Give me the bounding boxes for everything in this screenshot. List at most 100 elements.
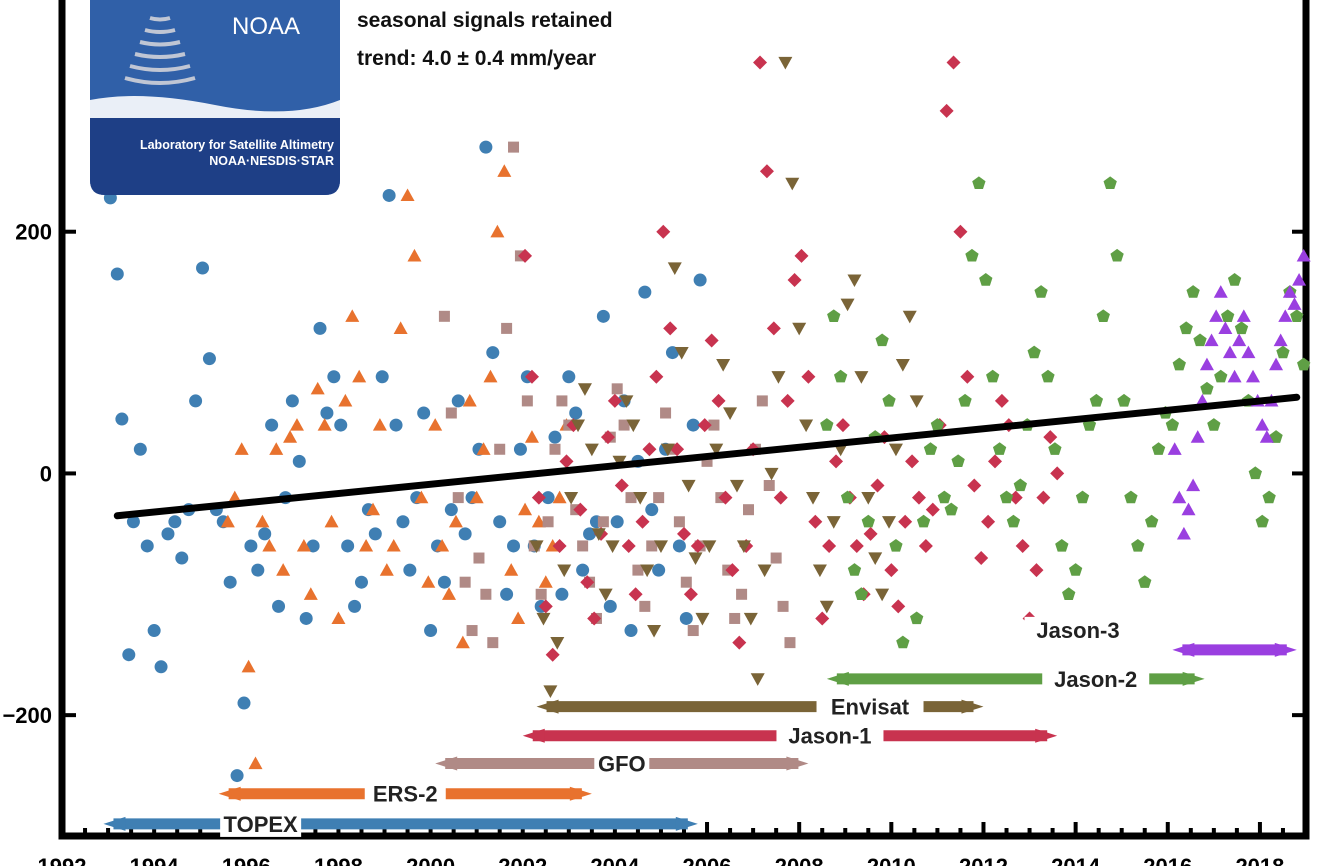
point-gfo: [445, 407, 457, 419]
point-gfo: [646, 540, 658, 552]
point-jason-1: [518, 248, 533, 263]
point-envisat: [764, 467, 779, 481]
point-jason-1: [725, 563, 740, 578]
point-jason-1: [911, 490, 926, 505]
point-topex: [327, 370, 341, 384]
point-jason-2: [1165, 418, 1180, 431]
point-jason-2: [1062, 587, 1076, 600]
point-gfo: [494, 443, 506, 455]
mission-arrow-left: [1172, 642, 1195, 657]
point-jason-3: [1227, 369, 1242, 383]
point-envisat: [902, 310, 917, 324]
point-jason-2: [1103, 176, 1117, 190]
point-jason-2: [992, 442, 1007, 455]
point-envisat: [771, 371, 786, 384]
point-ers-2: [538, 575, 553, 588]
mission-gfo: GFO: [435, 750, 809, 777]
point-topex: [237, 696, 251, 710]
point-topex: [451, 394, 465, 408]
point-envisat: [729, 479, 744, 493]
point-jason-2: [1089, 393, 1104, 407]
point-topex: [458, 527, 472, 541]
data-points: [103, 55, 1311, 783]
point-jason-3: [1218, 321, 1233, 334]
point-jason-1: [732, 635, 747, 650]
point-topex: [665, 346, 679, 360]
point-jason-1: [587, 611, 602, 626]
point-gfo: [501, 322, 513, 334]
point-jason-2: [1006, 514, 1021, 528]
point-ers-2: [262, 538, 277, 552]
point-ers-2: [414, 490, 429, 504]
point-jason-1: [1008, 490, 1023, 505]
point-envisat: [716, 359, 731, 372]
point-jason-2: [930, 418, 945, 431]
point-jason-2: [1297, 357, 1311, 371]
y-tick-label: 0: [40, 461, 52, 486]
point-jason-3: [1190, 430, 1205, 443]
mission-label-bg: [1024, 616, 1132, 643]
point-jason-1: [759, 164, 774, 179]
point-topex: [161, 527, 175, 541]
y-tick-label: 400: [15, 0, 52, 3]
point-jason-1: [815, 611, 830, 626]
point-jason-1: [600, 430, 615, 445]
mission-label: Envisat: [831, 695, 910, 720]
point-jason-1: [656, 224, 671, 239]
point-ers-2: [227, 490, 242, 504]
point-jason-1: [642, 442, 657, 457]
point-envisat: [674, 346, 689, 360]
point-envisat: [688, 552, 703, 566]
point-envisat: [778, 56, 793, 70]
point-jason-2: [882, 393, 896, 407]
point-jason-2: [944, 502, 958, 516]
point-topex: [507, 539, 521, 553]
point-ers-2: [317, 418, 332, 431]
point-jason-2: [951, 454, 965, 468]
mission-arrow-left: [103, 816, 126, 831]
point-jason-2: [1068, 563, 1083, 576]
point-jason-2: [1290, 309, 1304, 322]
point-topex: [576, 563, 590, 577]
point-jason-2: [1110, 248, 1124, 262]
x-tick-label: 1992: [38, 854, 87, 866]
mission-label: GFO: [598, 751, 646, 776]
point-ers-2: [248, 756, 263, 770]
point-topex: [548, 430, 562, 444]
point-jason-1: [939, 103, 954, 118]
point-envisat: [640, 564, 655, 578]
point-topex: [251, 563, 265, 577]
point-gfo: [556, 395, 568, 407]
point-jason-3: [1232, 333, 1247, 347]
point-jason-1: [884, 563, 899, 578]
point-envisat: [840, 298, 855, 312]
point-gfo: [487, 637, 499, 649]
point-envisat: [882, 516, 897, 529]
point-jason-2: [972, 176, 986, 190]
point-jason-2: [1138, 575, 1152, 588]
point-ers-2: [469, 490, 484, 504]
point-ers-2: [345, 309, 360, 322]
x-tick-label: 1998: [314, 854, 363, 866]
point-jason-1: [905, 454, 920, 469]
x-tick-label: 2002: [498, 854, 547, 866]
point-jason-2: [854, 587, 869, 600]
point-jason-1: [614, 478, 629, 493]
point-topex: [596, 309, 610, 323]
point-jason-3: [1269, 357, 1284, 371]
mission-spans: TOPEX ERS-2 GFO Jason-1 Envisat Jason-2 Jason-…: [103, 616, 1297, 837]
mission-arrow-left: [536, 699, 559, 714]
point-gfo: [597, 516, 609, 528]
point-jason-2: [1255, 514, 1269, 528]
point-ers-2: [276, 563, 291, 576]
point-ers-2: [476, 442, 491, 455]
point-jason-1: [573, 502, 588, 517]
point-gfo: [680, 576, 692, 588]
logo-name: NOAA: [232, 13, 300, 40]
point-jason-1: [773, 490, 788, 505]
point-jason-3: [1213, 285, 1228, 298]
point-envisat: [861, 492, 876, 505]
point-jason-2: [916, 514, 931, 528]
point-jason-1: [787, 273, 802, 288]
